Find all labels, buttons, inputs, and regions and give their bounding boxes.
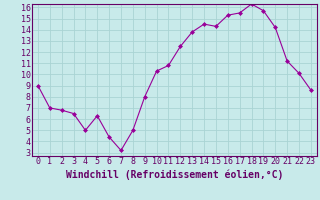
X-axis label: Windchill (Refroidissement éolien,°C): Windchill (Refroidissement éolien,°C): [66, 169, 283, 180]
